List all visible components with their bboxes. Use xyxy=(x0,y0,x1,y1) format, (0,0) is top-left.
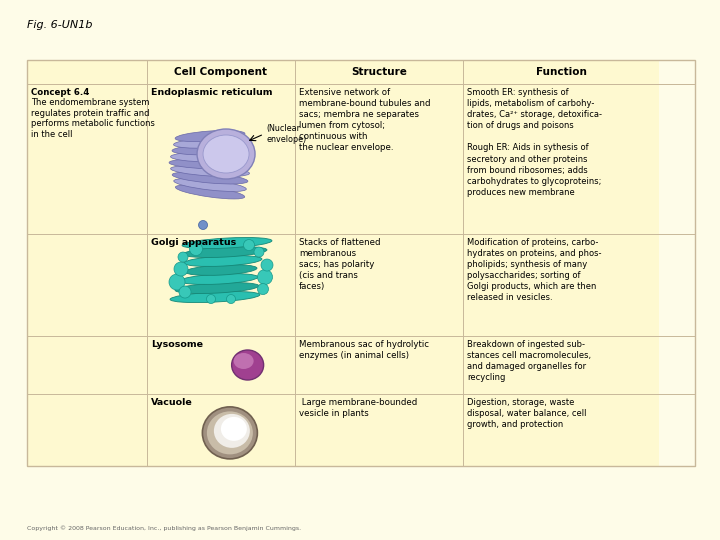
Bar xyxy=(27,84,147,234)
Bar xyxy=(463,234,659,336)
Ellipse shape xyxy=(174,262,188,276)
Ellipse shape xyxy=(176,185,245,199)
Ellipse shape xyxy=(254,247,264,257)
Text: Cell Component: Cell Component xyxy=(174,67,268,77)
Ellipse shape xyxy=(172,172,248,184)
Ellipse shape xyxy=(169,159,251,169)
Text: Fig. 6-UN1b: Fig. 6-UN1b xyxy=(27,20,92,30)
Bar xyxy=(27,60,695,466)
Ellipse shape xyxy=(171,165,249,177)
Bar xyxy=(27,234,147,336)
Text: Breakdown of ingested sub-
stances cell macromolecules,
and damaged organelles f: Breakdown of ingested sub- stances cell … xyxy=(467,340,591,382)
Ellipse shape xyxy=(178,252,188,262)
Text: Vacuole: Vacuole xyxy=(151,398,193,407)
Ellipse shape xyxy=(189,242,202,255)
Text: Stacks of flattened
membranous
sacs; has polarity
(cis and trans
faces): Stacks of flattened membranous sacs; has… xyxy=(299,238,380,292)
Bar xyxy=(147,394,295,466)
Bar xyxy=(463,394,659,466)
Ellipse shape xyxy=(199,220,207,230)
Bar xyxy=(463,60,659,84)
Ellipse shape xyxy=(227,294,235,303)
Ellipse shape xyxy=(174,138,246,148)
Ellipse shape xyxy=(221,417,247,441)
Ellipse shape xyxy=(171,152,250,162)
Ellipse shape xyxy=(207,411,253,454)
Ellipse shape xyxy=(180,274,258,285)
Ellipse shape xyxy=(243,240,254,251)
Text: Golgi apparatus: Golgi apparatus xyxy=(151,238,236,247)
Text: Extensive network of
membrane-bound tubules and
sacs; membra ne separates
lumen : Extensive network of membrane-bound tubu… xyxy=(299,88,431,152)
Ellipse shape xyxy=(184,255,262,266)
Ellipse shape xyxy=(258,284,269,294)
Text: Endoplasmic reticulum: Endoplasmic reticulum xyxy=(151,88,272,97)
Bar xyxy=(147,60,295,84)
Text: Function: Function xyxy=(536,67,586,77)
Ellipse shape xyxy=(183,247,267,258)
Text: Digestion, storage, waste
disposal, water balance, cell
growth, and protection: Digestion, storage, waste disposal, wate… xyxy=(467,398,587,429)
Text: Structure: Structure xyxy=(351,67,407,77)
Text: Concept 6.4: Concept 6.4 xyxy=(31,88,89,97)
Ellipse shape xyxy=(232,350,264,380)
Text: The endomembrane system
regulates protein traffic and
performs metabolic functio: The endomembrane system regulates protei… xyxy=(31,98,155,139)
Text: Smooth ER: synthesis of
lipids, metabolism of carbohy-
drates, Ca²⁺ storage, det: Smooth ER: synthesis of lipids, metaboli… xyxy=(467,88,602,197)
Bar xyxy=(295,60,463,84)
Bar xyxy=(147,84,295,234)
Ellipse shape xyxy=(175,282,259,294)
Ellipse shape xyxy=(203,135,249,173)
Ellipse shape xyxy=(185,265,257,275)
Text: Lysosome: Lysosome xyxy=(151,340,203,349)
Ellipse shape xyxy=(174,179,246,192)
Bar xyxy=(463,84,659,234)
Ellipse shape xyxy=(197,129,255,179)
Text: (Nuclear
envelope): (Nuclear envelope) xyxy=(266,124,306,144)
Bar xyxy=(147,336,295,394)
Text: Modification of proteins, carbo-
hydrates on proteins, and phos-
pholipids; synt: Modification of proteins, carbo- hydrate… xyxy=(467,238,601,302)
Ellipse shape xyxy=(169,274,185,290)
Bar xyxy=(147,234,295,336)
Text: Membranous sac of hydrolytic
enzymes (in animal cells): Membranous sac of hydrolytic enzymes (in… xyxy=(299,340,429,360)
Bar xyxy=(463,336,659,394)
Ellipse shape xyxy=(214,414,250,448)
Bar xyxy=(295,336,463,394)
Ellipse shape xyxy=(207,294,215,303)
Ellipse shape xyxy=(179,286,191,298)
Ellipse shape xyxy=(170,292,260,302)
Text: Large membrane-bounded
vesicle in plants: Large membrane-bounded vesicle in plants xyxy=(299,398,418,418)
Bar xyxy=(27,394,147,466)
Ellipse shape xyxy=(182,238,272,248)
Ellipse shape xyxy=(258,269,272,285)
Bar xyxy=(27,336,147,394)
Ellipse shape xyxy=(261,259,273,271)
Ellipse shape xyxy=(175,131,245,141)
Bar xyxy=(295,84,463,234)
Bar xyxy=(295,234,463,336)
Bar xyxy=(27,60,147,84)
Bar xyxy=(295,394,463,466)
Text: Copyright © 2008 Pearson Education, Inc., publishing as Pearson Benjamin Cumming: Copyright © 2008 Pearson Education, Inc.… xyxy=(27,525,301,531)
Ellipse shape xyxy=(202,407,257,459)
Ellipse shape xyxy=(233,353,253,369)
Ellipse shape xyxy=(172,145,248,155)
